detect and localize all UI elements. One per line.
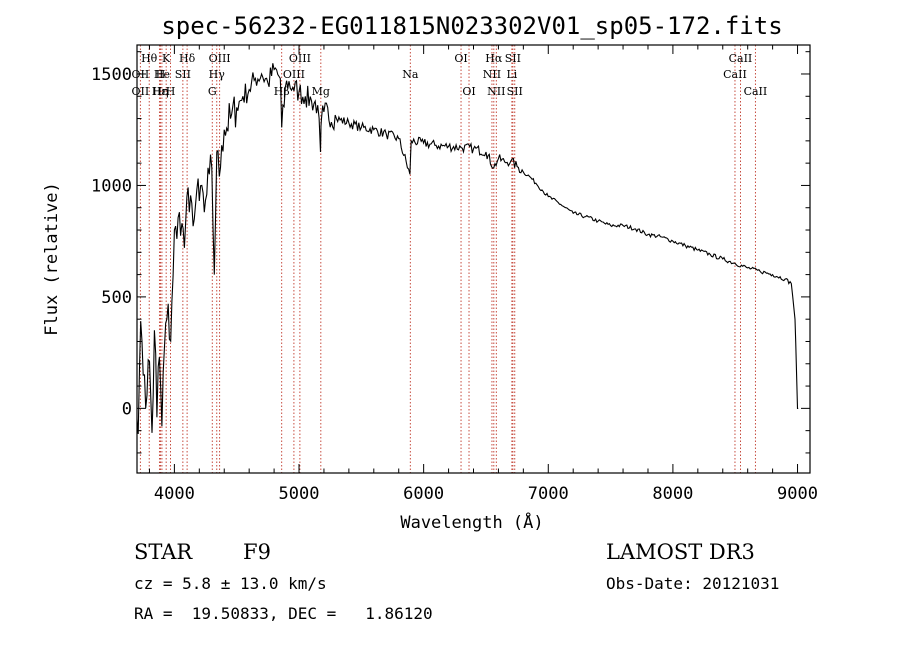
line-label-2: Hδ: [179, 52, 196, 65]
line-label-28: SII: [507, 85, 523, 98]
line-label-10: H: [156, 68, 166, 81]
x-tick-label-4000: 4000: [154, 484, 195, 504]
line-label-9: OII: [132, 68, 150, 81]
line-label-12: SII: [175, 68, 191, 81]
line-label-20: Hε: [152, 85, 168, 98]
line-label-6: Hα: [485, 52, 503, 65]
x-axis-label: Wavelength (Å): [400, 511, 543, 533]
plot-frame: [136, 44, 811, 474]
x-tick-label-8000: 8000: [652, 484, 693, 504]
spectral-line-markers: [139, 45, 756, 473]
line-label-27: NII: [487, 85, 505, 98]
observation-date: Obs-Date: 20121031: [606, 574, 779, 593]
y-tick-label-500: 500: [101, 288, 132, 308]
line-label-0: Hθ: [141, 52, 158, 65]
spectrum-series-line: [136, 63, 799, 435]
line-label-4: OIII: [289, 52, 311, 65]
x-tick-label-9000: 9000: [777, 484, 818, 504]
line-label-3: OIII: [209, 52, 231, 65]
survey-name: LAMOST DR3: [606, 540, 755, 564]
line-label-5: OI: [454, 52, 467, 65]
line-label-19: OII: [132, 85, 150, 98]
chart-title: spec-56232-EG011815N023302V01_sp05-172.f…: [161, 12, 782, 40]
x-tick-label-6000: 6000: [403, 484, 444, 504]
line-label-8: CaII: [729, 52, 753, 65]
line-label-23: G: [208, 85, 217, 98]
line-label-14: OIII: [283, 68, 305, 81]
line-label-11: He: [154, 68, 170, 81]
line-label-18: CaII: [723, 68, 747, 81]
x-tick-label-5000: 5000: [279, 484, 320, 504]
y-axis-label: Flux (relative): [42, 182, 62, 336]
line-label-25: Mg: [312, 85, 330, 98]
line-label-16: NII: [483, 68, 501, 81]
y-tick-label-0: 0: [122, 399, 132, 419]
redshift-cz: cz = 5.8 ± 13.0 km/s: [134, 574, 327, 593]
line-label-7: SII: [505, 52, 521, 65]
line-label-29: CaII: [744, 85, 768, 98]
ra-dec-coordinates: RA = 19.50833, DEC = 1.86120: [134, 604, 433, 623]
line-label-17: Li: [506, 68, 517, 81]
line-label-13: Hγ: [209, 68, 226, 81]
axis-ticks: 4000 5000 6000 7000 8000 9000 0 500 1000 1500: [91, 45, 818, 504]
object-subclass: F9: [243, 540, 271, 564]
y-tick-label-1500: 1500: [91, 65, 132, 85]
y-tick-label-1000: 1000: [91, 176, 132, 196]
x-tick-label-7000: 7000: [528, 484, 569, 504]
line-label-15: Na: [402, 68, 419, 81]
line-label-1: K: [162, 52, 171, 65]
line-label-22: H: [166, 85, 176, 98]
line-label-21: Hη: [152, 85, 168, 98]
line-label-26: OI: [462, 85, 475, 98]
object-class: STAR: [134, 540, 193, 564]
